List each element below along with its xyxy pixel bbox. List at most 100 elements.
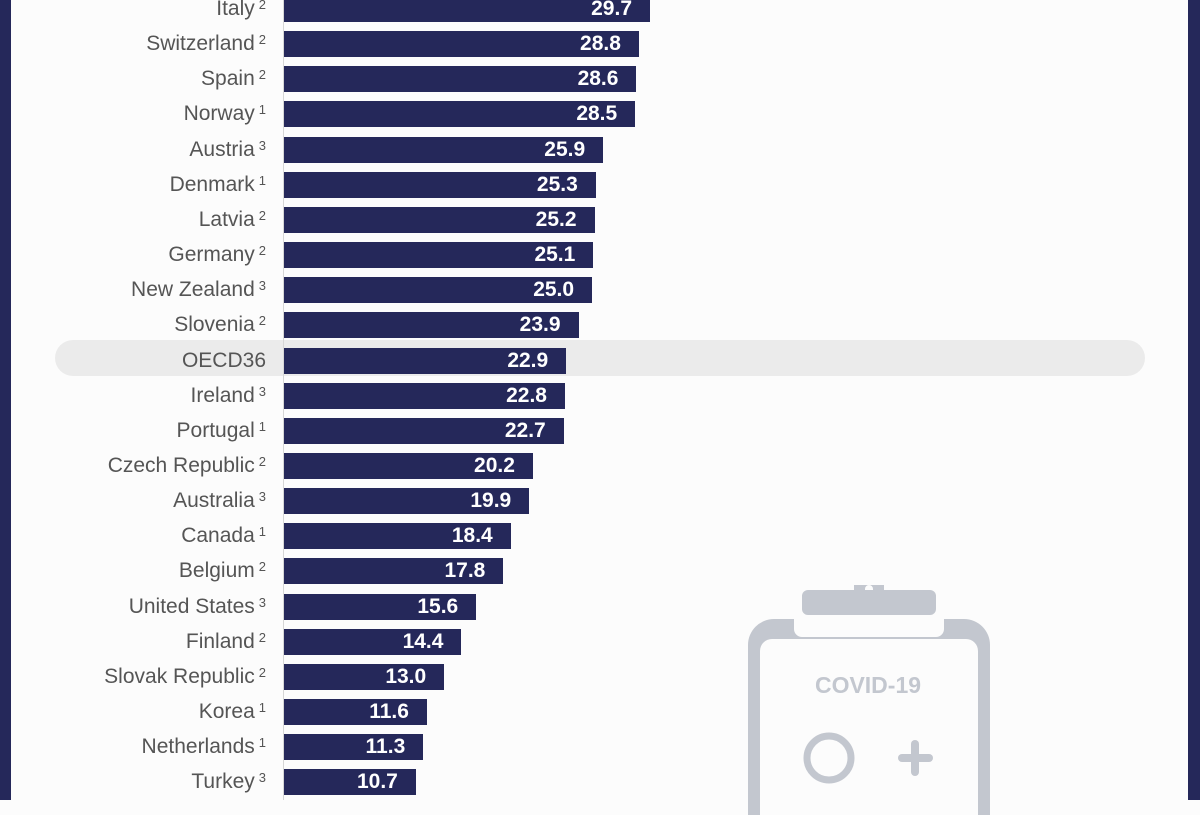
category-label: Denmark 1 (169, 172, 266, 196)
bar: 15.6 (284, 593, 477, 620)
footnote-marker: 1 (258, 524, 266, 540)
bar: 20.2 (284, 452, 533, 479)
category-label: Germany 2 (168, 243, 266, 267)
category-label: Belgium 2 (178, 559, 266, 583)
footnote-marker: 2 (258, 32, 266, 48)
value-label: 28.8 (580, 32, 621, 56)
category-label: New Zealand 3 (131, 278, 266, 302)
footnote-marker: 3 (258, 278, 266, 294)
value-label: 25.9 (544, 137, 586, 161)
bar: 29.7 (284, 0, 650, 22)
category-label: Switzerland 2 (146, 32, 266, 56)
bar: 28.6 (284, 66, 637, 93)
y-axis-line (283, 0, 284, 800)
bar-row: Belgium 2 17.8 (0, 558, 1200, 593)
value-label: 14.4 (402, 629, 444, 653)
oecd-average-highlight (55, 340, 1145, 376)
footnote-marker: 3 (258, 594, 266, 610)
value-label: 29.7 (591, 0, 632, 20)
footnote-marker: 1 (258, 102, 266, 118)
bar: 28.5 (284, 101, 636, 128)
value-label: 28.5 (576, 102, 618, 126)
bar-row: Italy 2 29.7 (0, 0, 1200, 31)
value-label: 13.0 (385, 664, 427, 688)
category-label: United States 3 (128, 594, 266, 618)
footnote-marker: 2 (258, 313, 266, 329)
footnote-marker: 1 (258, 735, 266, 751)
category-label: Slovenia 2 (174, 313, 266, 337)
value-label: 19.9 (470, 489, 512, 513)
value-label: 18.4 (451, 524, 493, 548)
bar-row: Latvia 2 25.2 (0, 206, 1200, 242)
bar: 11.6 (284, 699, 427, 725)
footnote-marker: 2 (258, 207, 266, 223)
category-label: Norway 1 (183, 102, 266, 126)
bar-row: Australia 3 19.9 (0, 488, 1200, 523)
bar-row: United States 3 15.6 (0, 593, 1200, 629)
footnote-marker: 3 (258, 770, 266, 786)
value-label: 17.8 (444, 559, 486, 583)
bar-row: Germany 2 25.1 (0, 242, 1200, 277)
value-label: 22.7 (504, 418, 546, 442)
category-label: Korea 1 (198, 700, 266, 723)
category-label: Spain 2 (201, 67, 266, 91)
footnote-marker: 2 (258, 243, 266, 259)
bar: 25.1 (284, 242, 594, 269)
category-label: OECD36 (181, 348, 266, 372)
value-label: 10.7 (356, 770, 398, 794)
value-label: 22.9 (507, 348, 549, 372)
bar: 18.4 (284, 523, 511, 550)
category-label: Czech Republic 2 (107, 453, 266, 477)
bar: 22.7 (284, 417, 564, 444)
bar: 25.2 (284, 206, 595, 233)
bar-row: Korea 1 11.6 (0, 699, 1200, 734)
category-label: Austria 3 (189, 137, 266, 161)
value-label: 11.3 (365, 735, 406, 759)
footnote-marker: 2 (258, 664, 266, 680)
bar: 22.9 (284, 347, 567, 374)
bar-row: OECD36 22.9 (0, 347, 1200, 383)
category-label: Italy 2 (216, 0, 266, 22)
value-label: 28.6 (577, 67, 619, 91)
value-label: 25.3 (536, 172, 578, 196)
bar-row: Denmark 1 25.3 (0, 171, 1200, 207)
footnote-marker: 3 (258, 383, 266, 399)
bar-row: Slovak Republic 2 13.0 (0, 663, 1200, 699)
bar-row: New Zealand 3 25.0 (0, 277, 1200, 312)
right-frame-border (1188, 0, 1200, 800)
bar-row: Slovenia 2 23.9 (0, 312, 1200, 347)
footnote-marker: 1 (258, 700, 266, 715)
footnote-marker: 1 (258, 418, 266, 434)
bar-row: Austria 3 25.9 (0, 136, 1200, 172)
category-label: Slovak Republic 2 (104, 664, 266, 688)
footnote-marker: 3 (258, 489, 266, 505)
bar-row: Norway 1 28.5 (0, 101, 1200, 136)
bar: 13.0 (284, 663, 445, 690)
bar-row: Ireland 3 22.8 (0, 382, 1200, 418)
bar-row: Canada 1 18.4 (0, 523, 1200, 558)
bar-row: Spain 2 28.6 (0, 66, 1200, 101)
footnote-marker: 3 (258, 137, 266, 153)
value-label: 20.2 (474, 453, 515, 477)
value-label: 25.2 (535, 207, 577, 231)
category-label: Canada 1 (181, 524, 266, 548)
bar: 23.9 (284, 312, 579, 339)
bar: 25.0 (284, 277, 593, 304)
category-label: Australia 3 (173, 489, 266, 513)
bar: 17.8 (284, 558, 504, 585)
category-label: Turkey 3 (191, 770, 266, 794)
category-label: Portugal 1 (176, 418, 266, 442)
bar-row: Czech Republic 2 20.2 (0, 452, 1200, 488)
footnote-marker: 2 (258, 453, 266, 469)
category-label: Ireland 3 (190, 383, 266, 407)
left-frame-border (0, 0, 11, 800)
value-label: 25.1 (534, 243, 576, 267)
value-label: 22.8 (506, 383, 547, 407)
footnote-marker: 2 (258, 559, 266, 575)
category-label: Netherlands 1 (141, 735, 266, 759)
bar: 22.8 (284, 382, 565, 409)
bar: 14.4 (284, 628, 462, 655)
footnote-marker: 2 (258, 0, 266, 12)
bar: 10.7 (284, 769, 416, 796)
bar-row: Netherlands 1 11.3 (0, 734, 1200, 769)
